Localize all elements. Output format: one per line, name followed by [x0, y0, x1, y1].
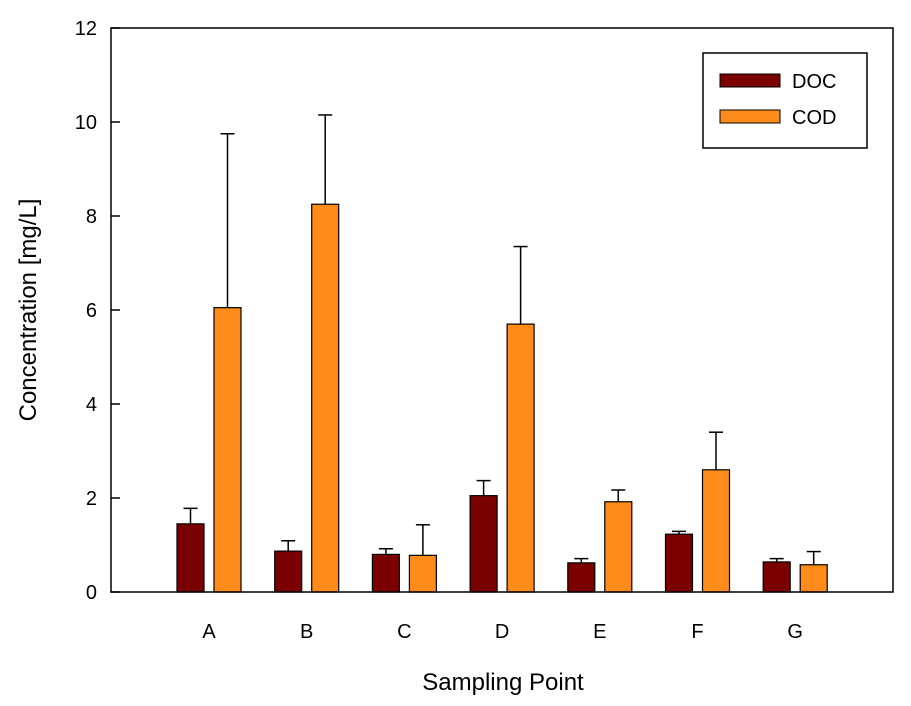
y-axis-label: Concentration [mg/L] — [15, 199, 42, 422]
x-tick-label: A — [202, 621, 216, 643]
bar-cod-b — [311, 203, 340, 593]
legend-label-doc: DOC — [792, 71, 836, 93]
bar-doc-e — [567, 562, 596, 593]
bar-doc-f — [664, 533, 694, 593]
legend-swatch-doc — [719, 73, 781, 88]
error-bars-layer — [183, 114, 821, 565]
y-tick-label: 0 — [86, 582, 97, 604]
x-tick-label: G — [787, 621, 803, 643]
y-tick-label: 12 — [75, 18, 97, 40]
legend-swatch-cod — [719, 109, 781, 124]
x-tick-label: E — [593, 621, 606, 643]
bar-doc-d — [469, 495, 498, 593]
y-tick-label: 2 — [86, 488, 97, 510]
x-axis-label: Sampling Point — [422, 669, 584, 696]
bar-doc-a — [176, 523, 205, 593]
bar-doc-b — [274, 550, 303, 593]
bar-cod-f — [701, 469, 731, 593]
x-tick-label: D — [495, 621, 509, 643]
x-tick-label: F — [691, 621, 703, 643]
bar-cod-c — [408, 554, 437, 593]
bar-doc-g — [762, 561, 791, 593]
x-tick-label: C — [397, 621, 411, 643]
y-tick-label: 6 — [86, 300, 97, 322]
x-tick-label: B — [300, 621, 313, 643]
y-tick-label: 10 — [75, 112, 97, 134]
bar-cod-d — [506, 323, 535, 593]
legend: DOC COD — [702, 52, 868, 149]
bars-layer — [176, 203, 828, 593]
axes-layer: A B C D E F G 0 2 4 6 8 10 12 — [75, 18, 894, 643]
legend-label-cod: COD — [792, 107, 836, 129]
bar-cod-a — [213, 307, 242, 593]
bar-cod-e — [604, 501, 633, 593]
legend-box — [702, 52, 868, 149]
y-tick-label: 8 — [86, 206, 97, 228]
y-tick-label: 4 — [86, 394, 97, 416]
bar-doc-c — [371, 553, 400, 593]
bar-cod-g — [799, 564, 828, 593]
